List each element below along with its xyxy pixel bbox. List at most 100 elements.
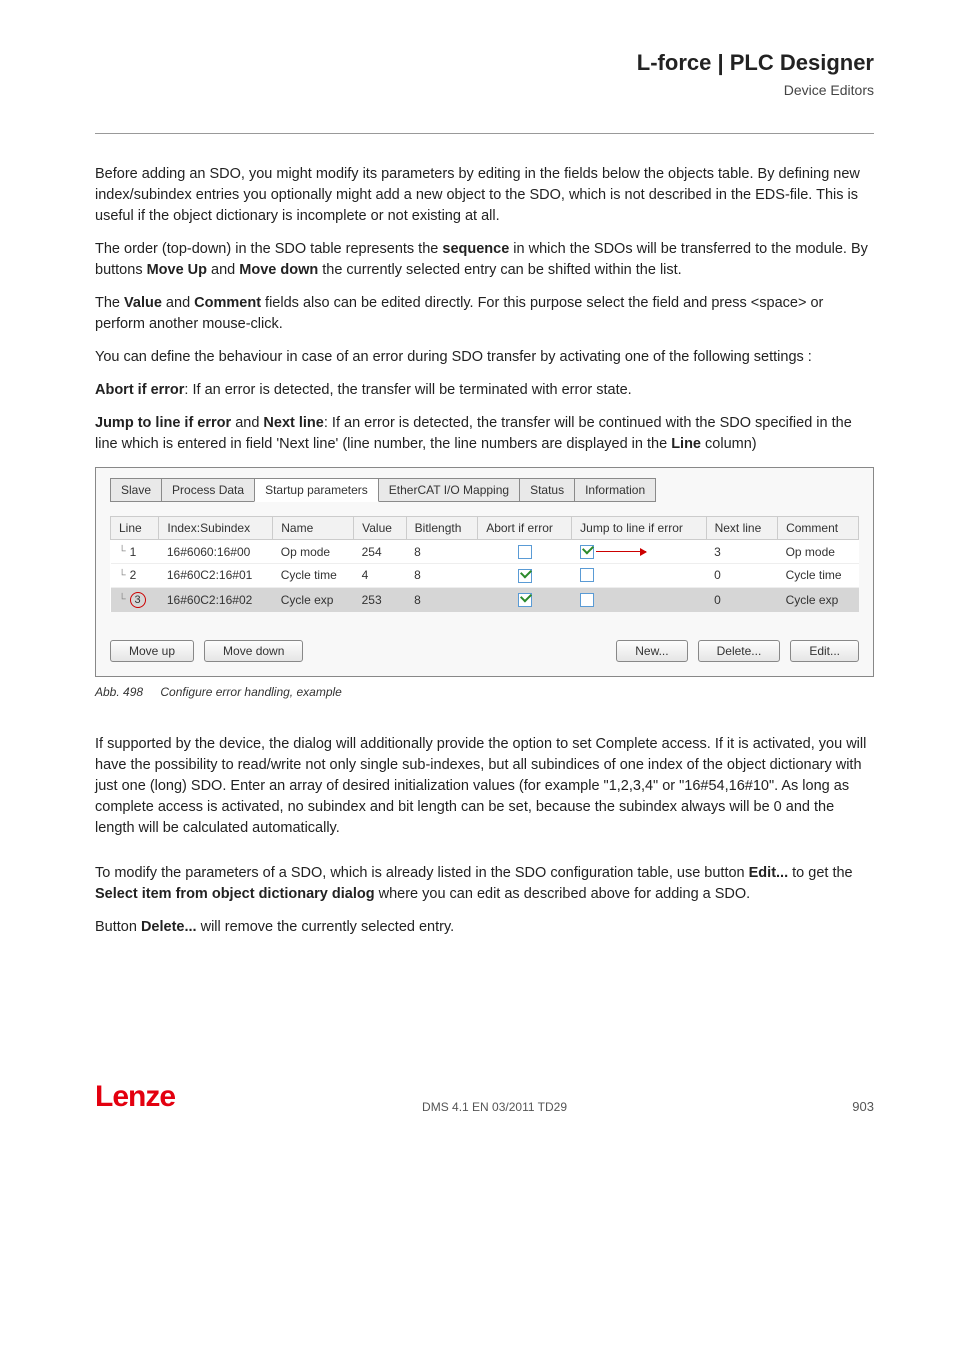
lenze-logo: Lenze <box>95 1080 175 1114</box>
button-row: Move up Move down New... Delete... Edit.… <box>110 640 859 662</box>
new-button[interactable]: New... <box>616 640 687 662</box>
circled-line-number: 3 <box>130 592 146 608</box>
paragraph-behaviour: You can define the behaviour in case of … <box>95 347 874 368</box>
bold-comment: Comment <box>194 295 261 311</box>
tree-branch-icon: └ <box>119 546 126 557</box>
move-up-button[interactable]: Move up <box>110 640 194 662</box>
col-abort-if-error[interactable]: Abort if error <box>478 517 572 540</box>
header-divider <box>95 133 874 134</box>
figure-panel: Slave Process Data Startup parameters Et… <box>95 467 874 677</box>
cell-idx: 16#60C2:16#02 <box>159 587 273 612</box>
tree-branch-icon: └ <box>119 570 126 581</box>
cell-name: Op mode <box>273 540 354 564</box>
jump-checkbox[interactable] <box>580 568 594 582</box>
text: and <box>207 262 239 278</box>
cell-next-line: 3 <box>706 540 778 564</box>
text: to get the <box>788 865 853 881</box>
cell-comment: Op mode <box>778 540 859 564</box>
cell-value: 253 <box>354 587 407 612</box>
bold-moveup: Move Up <box>147 262 207 278</box>
move-down-button[interactable]: Move down <box>204 640 303 662</box>
cell-comment: Cycle exp <box>778 587 859 612</box>
tab-slave[interactable]: Slave <box>110 478 162 502</box>
text: The order (top-down) in the SDO table re… <box>95 241 442 257</box>
bold-value: Value <box>124 295 162 311</box>
col-next-line[interactable]: Next line <box>706 517 778 540</box>
abort-checkbox[interactable] <box>518 569 532 583</box>
tree-branch-icon: └ <box>119 594 126 605</box>
delete-button[interactable]: Delete... <box>698 640 781 662</box>
abort-checkbox[interactable] <box>518 593 532 607</box>
cell-value: 254 <box>354 540 407 564</box>
cell-name: Cycle exp <box>273 587 354 612</box>
text: where you can edit as described above fo… <box>375 886 751 902</box>
col-jump-to-line[interactable]: Jump to line if error <box>572 517 706 540</box>
text: the currently selected entry can be shif… <box>318 262 682 278</box>
text: and <box>162 295 194 311</box>
jump-checkbox[interactable] <box>580 545 594 559</box>
paragraph-jump: Jump to line if error and Next line: If … <box>95 413 874 455</box>
cell-idx: 16#6060:16#00 <box>159 540 273 564</box>
cell-bitlen: 8 <box>406 587 478 612</box>
figure-text: Configure error handling, example <box>160 685 341 699</box>
bold-line: Line <box>671 436 701 452</box>
page-subtitle: Device Editors <box>95 82 874 98</box>
paragraph-abort: Abort if error: If an error is detected,… <box>95 380 874 401</box>
paragraph-value-comment: The Value and Comment fields also can be… <box>95 293 874 335</box>
footer-doc-id: DMS 4.1 EN 03/2011 TD29 <box>175 1100 814 1114</box>
cell-bitlen: 8 <box>406 540 478 564</box>
edit-button[interactable]: Edit... <box>790 640 859 662</box>
text: column) <box>701 436 757 452</box>
paragraph-intro: Before adding an SDO, you might modify i… <box>95 164 874 227</box>
page-footer: Lenze DMS 4.1 EN 03/2011 TD29 903 <box>0 1080 954 1144</box>
text: and <box>231 415 263 431</box>
col-comment[interactable]: Comment <box>778 517 859 540</box>
bold-movedown: Move down <box>239 262 318 278</box>
tab-ethercat-io-mapping[interactable]: EtherCAT I/O Mapping <box>378 478 520 502</box>
col-line[interactable]: Line <box>111 517 159 540</box>
sdo-table: Line Index:Subindex Name Value Bitlength… <box>110 516 859 612</box>
bold-jump: Jump to line if error <box>95 415 231 431</box>
col-index-subindex[interactable]: Index:Subindex <box>159 517 273 540</box>
cell-bitlen: 8 <box>406 564 478 588</box>
paragraph-edit: To modify the parameters of a SDO, which… <box>95 863 874 905</box>
tab-information[interactable]: Information <box>574 478 656 502</box>
tab-process-data[interactable]: Process Data <box>161 478 255 502</box>
paragraph-sequence: The order (top-down) in the SDO table re… <box>95 239 874 281</box>
table-header-row: Line Index:Subindex Name Value Bitlength… <box>111 517 859 540</box>
bold-delete: Delete... <box>141 919 197 935</box>
cell-next-line: 0 <box>706 564 778 588</box>
col-name[interactable]: Name <box>273 517 354 540</box>
text: : If an error is detected, the transfer … <box>184 382 631 398</box>
cell-line: 2 <box>130 568 137 582</box>
cell-idx: 16#60C2:16#01 <box>159 564 273 588</box>
text: The <box>95 295 124 311</box>
bold-select-dialog: Select item from object dictionary dialo… <box>95 886 375 902</box>
tabstrip: Slave Process Data Startup parameters Et… <box>110 478 859 502</box>
figure-caption: Abb. 498 Configure error handling, examp… <box>95 685 874 699</box>
abort-checkbox[interactable] <box>518 545 532 559</box>
tab-status[interactable]: Status <box>519 478 575 502</box>
tab-startup-parameters[interactable]: Startup parameters <box>254 478 379 502</box>
figure-number: Abb. 498 <box>95 685 143 699</box>
bold-abort: Abort if error <box>95 382 184 398</box>
bold-nextline: Next line <box>263 415 323 431</box>
arrow-annotation-icon <box>596 551 646 552</box>
col-value[interactable]: Value <box>354 517 407 540</box>
cell-name: Cycle time <box>273 564 354 588</box>
bold-edit: Edit... <box>749 865 788 881</box>
bold-sequence: sequence <box>442 241 509 257</box>
text: Button <box>95 919 141 935</box>
col-bitlength[interactable]: Bitlength <box>406 517 478 540</box>
cell-next-line: 0 <box>706 587 778 612</box>
table-row[interactable]: └116#6060:16#00Op mode25483Op mode <box>111 540 859 564</box>
paragraph-delete: Button Delete... will remove the current… <box>95 917 874 938</box>
table-row[interactable]: └316#60C2:16#02Cycle exp25380Cycle exp <box>111 587 859 612</box>
cell-comment: Cycle time <box>778 564 859 588</box>
table-row[interactable]: └216#60C2:16#01Cycle time480Cycle time <box>111 564 859 588</box>
jump-checkbox[interactable] <box>580 593 594 607</box>
paragraph-complete-access: If supported by the device, the dialog w… <box>95 734 874 839</box>
cell-line: 1 <box>130 545 137 559</box>
footer-page-number: 903 <box>814 1099 874 1114</box>
text: To modify the parameters of a SDO, which… <box>95 865 749 881</box>
